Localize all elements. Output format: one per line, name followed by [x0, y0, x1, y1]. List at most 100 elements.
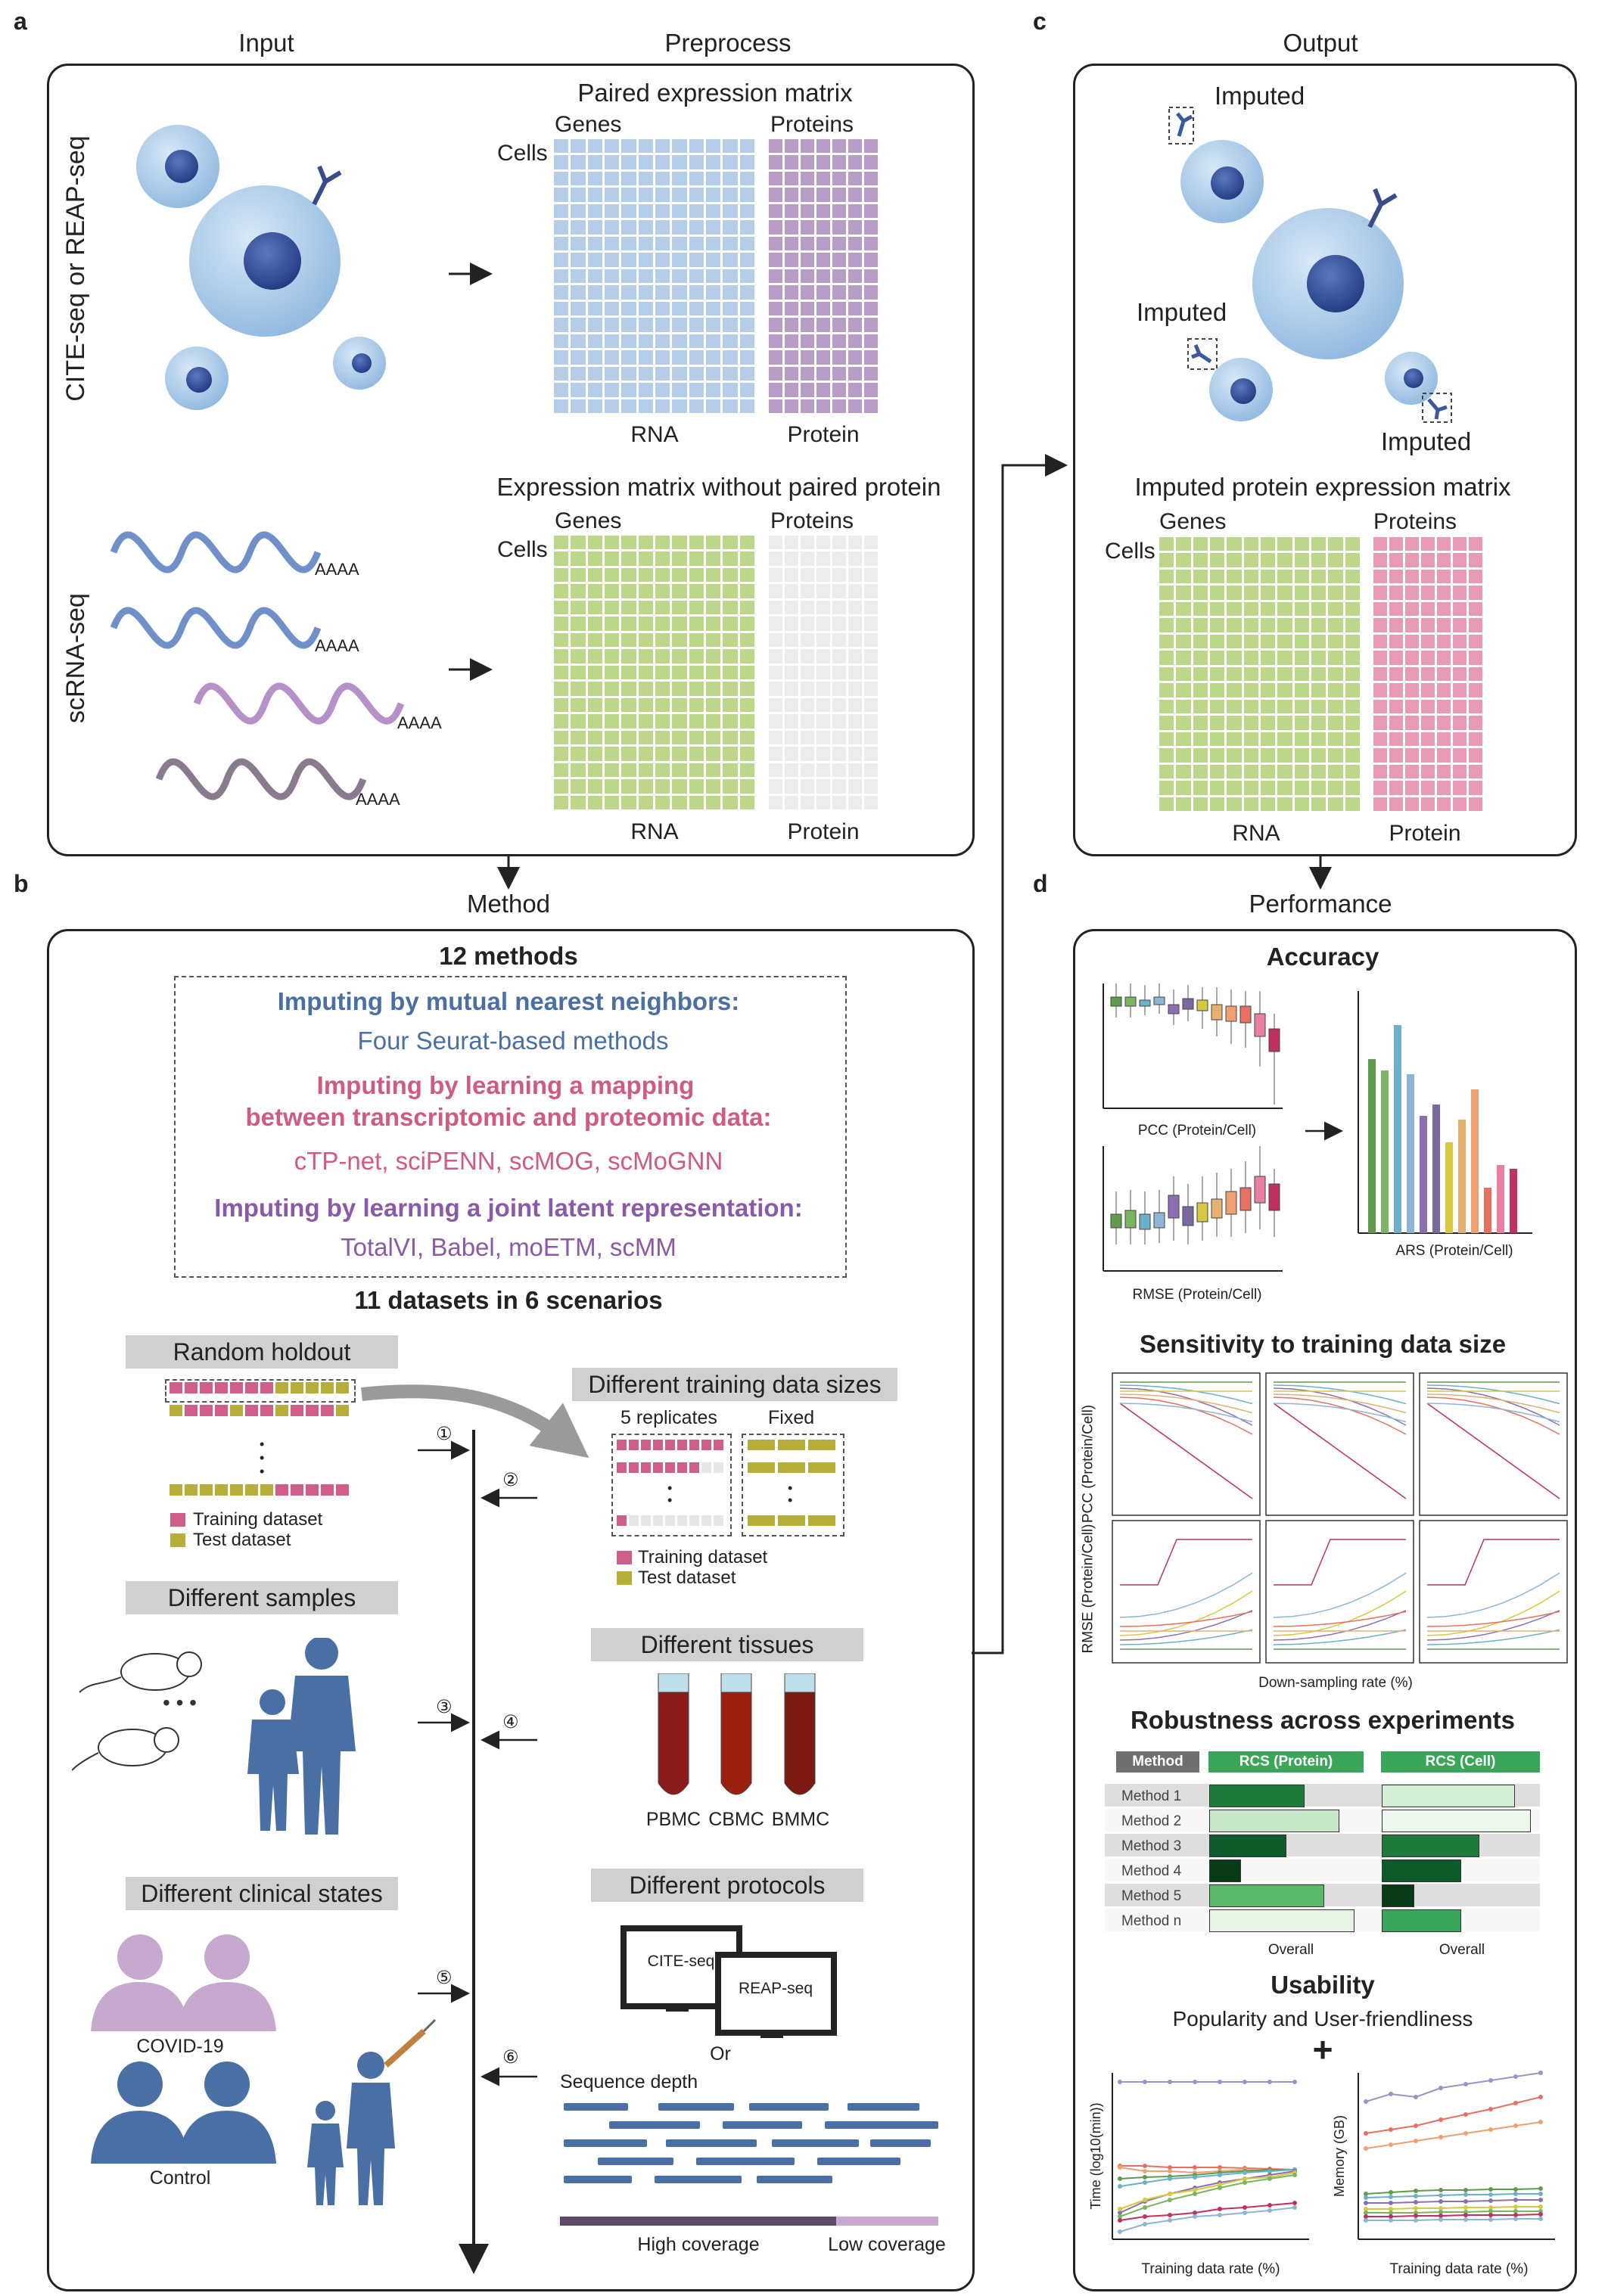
- matrix-cell: [816, 399, 830, 413]
- sensitivity-line: [1119, 1384, 1253, 1405]
- panel-letter-a: a: [14, 8, 27, 35]
- matrix-cell: [605, 366, 620, 381]
- matrix-cell: [706, 204, 721, 219]
- matrix-cell: [1294, 618, 1309, 632]
- matrix-cell: [848, 220, 862, 235]
- matrix-cell: [605, 665, 620, 680]
- training-cell: [653, 1462, 663, 1473]
- polya-3: AAAA: [397, 713, 442, 732]
- rna-matrix-unpaired: [554, 536, 754, 809]
- matrix-cell: [832, 350, 846, 365]
- matrix-cell: [638, 649, 653, 663]
- matrix-cell: [1311, 569, 1327, 584]
- matrix-cell: [848, 763, 862, 778]
- cat3-title: Imputing by learning a joint latent repr…: [214, 1194, 803, 1222]
- matrix-cell: [864, 269, 878, 284]
- matrix-cell: [739, 551, 754, 566]
- matrix-cell: [1405, 764, 1419, 779]
- matrix-cell: [621, 301, 636, 316]
- matrix-cell: [769, 366, 782, 381]
- usability-point: [1193, 2211, 1197, 2215]
- matrix-cell: [1373, 748, 1387, 763]
- usability-point: [1463, 2112, 1468, 2117]
- matrix-cell: [1345, 716, 1360, 730]
- usability-point: [1118, 2214, 1122, 2219]
- usability-point: [1364, 2099, 1368, 2104]
- holdout-cell: [336, 1382, 349, 1393]
- matrix-cell: [723, 334, 738, 349]
- matrix-cell: [723, 697, 738, 713]
- matrix-cell: [655, 763, 670, 778]
- training-cell: [714, 1440, 723, 1450]
- matrix-cell: [587, 139, 602, 154]
- matrix-cell: [706, 318, 721, 332]
- matrix-cell: [1373, 699, 1387, 714]
- holdout-cell: [170, 1405, 182, 1416]
- matrix-cell: [571, 318, 586, 332]
- imputed-label-3: Imputed: [1381, 427, 1472, 455]
- matrix-cell: [1193, 683, 1208, 697]
- rep-dot-2: •: [667, 1493, 673, 1508]
- matrix-cell: [1328, 666, 1343, 682]
- matrix-cell: [1311, 553, 1327, 567]
- usability-line: [1365, 2096, 1541, 2134]
- usability-point: [1538, 2186, 1543, 2191]
- training-cell: [808, 1440, 835, 1450]
- matrix-cell: [605, 334, 620, 349]
- matrix-cell: [769, 188, 782, 202]
- matrix-cell: [1469, 748, 1482, 763]
- sensitivity-line: [1426, 1393, 1560, 1414]
- matrix-cell: [655, 714, 670, 729]
- matrix-cell: [864, 795, 878, 809]
- matrix-cell: [1227, 634, 1242, 649]
- matrix-cell: [1243, 732, 1258, 747]
- matrix-cell: [554, 617, 569, 631]
- matrix-cell: [848, 697, 862, 713]
- matrix-cell: [864, 600, 878, 615]
- sensitivity-line: [1273, 1629, 1407, 1645]
- matrix-cell: [1389, 748, 1403, 763]
- matrix-cell: [1210, 764, 1225, 779]
- plus-sign: +: [1312, 2030, 1333, 2069]
- matrix-cell: [816, 779, 830, 794]
- matrix-cell: [864, 697, 878, 713]
- matrix-cell: [785, 285, 798, 300]
- matrix-cell: [1227, 764, 1242, 779]
- usability-title: Usability: [1271, 1971, 1375, 1999]
- protein-matrix-empty: [769, 536, 878, 809]
- matrix-cell: [1294, 601, 1309, 617]
- training-cell: [653, 1515, 663, 1526]
- diff-samples-label: Different samples: [126, 1581, 398, 1614]
- matrix-cell: [769, 155, 782, 169]
- matrix-cell: [1210, 732, 1225, 747]
- matrix-cell: [864, 155, 878, 169]
- matrix-cell: [1373, 569, 1387, 584]
- matrix-cell: [689, 632, 704, 648]
- matrix-cell: [605, 220, 620, 235]
- matrix-cell: [1227, 601, 1242, 617]
- matrix-cell: [1210, 618, 1225, 632]
- matrix-cell: [1437, 586, 1451, 600]
- matrix-cell: [801, 617, 814, 631]
- matrix-cell: [801, 747, 814, 761]
- matrix-cell: [801, 632, 814, 648]
- matrix-cell: [739, 617, 754, 631]
- matrix-cell: [1389, 569, 1403, 584]
- usability-point: [1292, 2173, 1297, 2177]
- matrix-cell: [655, 269, 670, 284]
- matrix-cell: [848, 567, 862, 583]
- usability-point: [1488, 2187, 1493, 2192]
- matrix-cell: [706, 632, 721, 648]
- usability-line: [1119, 2172, 1295, 2210]
- holdout-dot-3: •: [260, 1464, 265, 1479]
- matrix-cell: [769, 779, 782, 794]
- matrix-cell: [785, 536, 798, 550]
- matrix-cell: [832, 318, 846, 332]
- matrix-cell: [739, 269, 754, 284]
- rcs-protein-bar: [1209, 1835, 1286, 1857]
- matrix-cell: [587, 682, 602, 696]
- matrix-cell: [864, 220, 878, 235]
- matrix-cell: [832, 334, 846, 349]
- matrix-cell: [1328, 537, 1343, 551]
- usability-point: [1414, 2189, 1418, 2193]
